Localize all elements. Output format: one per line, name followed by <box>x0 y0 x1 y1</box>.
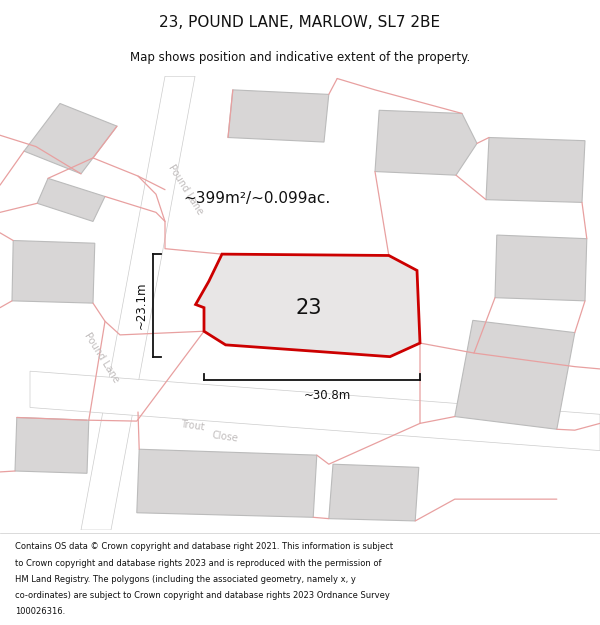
Polygon shape <box>15 418 89 473</box>
Polygon shape <box>228 90 329 142</box>
Text: 23, POUND LANE, MARLOW, SL7 2BE: 23, POUND LANE, MARLOW, SL7 2BE <box>160 16 440 31</box>
Polygon shape <box>12 241 95 303</box>
Text: Close: Close <box>211 430 239 444</box>
Text: co-ordinates) are subject to Crown copyright and database rights 2023 Ordnance S: co-ordinates) are subject to Crown copyr… <box>15 591 390 600</box>
Polygon shape <box>329 464 419 521</box>
Text: Pound Lane: Pound Lane <box>83 331 121 384</box>
Text: to Crown copyright and database rights 2023 and is reproduced with the permissio: to Crown copyright and database rights 2… <box>15 559 382 568</box>
Polygon shape <box>495 235 587 301</box>
Text: 23: 23 <box>296 298 322 318</box>
Text: 100026316.: 100026316. <box>15 607 65 616</box>
Text: Trout: Trout <box>179 419 205 432</box>
Text: HM Land Registry. The polygons (including the associated geometry, namely x, y: HM Land Registry. The polygons (includin… <box>15 574 356 584</box>
Polygon shape <box>196 254 420 357</box>
Text: ~30.8m: ~30.8m <box>304 389 350 402</box>
Text: Contains OS data © Crown copyright and database right 2021. This information is : Contains OS data © Crown copyright and d… <box>15 542 393 551</box>
Text: ~23.1m: ~23.1m <box>134 282 148 329</box>
Polygon shape <box>81 76 195 530</box>
Polygon shape <box>375 110 477 175</box>
Polygon shape <box>455 321 575 429</box>
Polygon shape <box>24 104 117 174</box>
Text: ~399m²/~0.099ac.: ~399m²/~0.099ac. <box>183 191 330 206</box>
Polygon shape <box>30 371 600 451</box>
Polygon shape <box>137 449 317 518</box>
Polygon shape <box>486 138 585 202</box>
Polygon shape <box>37 178 105 221</box>
Text: Map shows position and indicative extent of the property.: Map shows position and indicative extent… <box>130 51 470 64</box>
Text: Pound Lane: Pound Lane <box>167 163 205 216</box>
